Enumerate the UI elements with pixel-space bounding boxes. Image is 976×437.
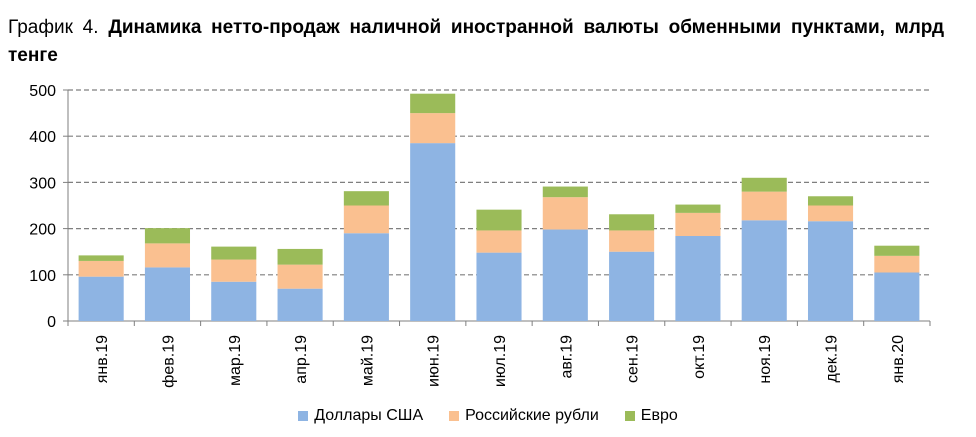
legend-swatch bbox=[449, 411, 460, 421]
bar-rub bbox=[78, 260, 124, 277]
y-tick-label: 500 bbox=[29, 83, 56, 100]
chart-title: График 4. Динамика нетто-продаж наличной… bbox=[8, 14, 944, 70]
x-tick-label: дек.19 bbox=[824, 335, 841, 383]
bar-usd bbox=[211, 281, 257, 321]
legend-item: Доллары США bbox=[298, 407, 423, 425]
bar-rub bbox=[476, 230, 522, 253]
x-tick-label: мар.19 bbox=[227, 335, 244, 386]
bar-eur bbox=[675, 204, 721, 213]
y-tick-label: 200 bbox=[29, 222, 56, 239]
legend-swatch bbox=[298, 411, 309, 421]
x-tick-label: фев.19 bbox=[160, 335, 177, 388]
bar-eur bbox=[144, 228, 191, 244]
bar-eur bbox=[609, 214, 655, 231]
bar-rub bbox=[144, 243, 191, 268]
bar-eur bbox=[807, 196, 854, 206]
chart-legend: Доллары США Российские рубли Евро bbox=[0, 407, 976, 425]
bar-rub bbox=[211, 259, 257, 282]
legend-label: Евро bbox=[640, 407, 678, 424]
y-tick-label: 0 bbox=[47, 314, 56, 331]
bar-usd bbox=[277, 288, 323, 321]
bar-eur bbox=[343, 191, 389, 206]
bar-usd bbox=[476, 252, 522, 321]
bar-rub bbox=[542, 197, 588, 230]
bar-rub bbox=[807, 205, 854, 222]
bar-rub bbox=[874, 255, 920, 273]
bar-usd bbox=[807, 221, 854, 321]
x-tick-label: ноя.19 bbox=[757, 335, 774, 384]
bar-eur bbox=[277, 248, 323, 265]
bar-eur bbox=[542, 186, 588, 198]
bar-rub bbox=[410, 113, 456, 144]
bar-usd bbox=[675, 235, 721, 321]
bar-rub bbox=[277, 264, 323, 289]
bar-eur bbox=[211, 246, 257, 260]
y-tick-label: 300 bbox=[29, 175, 56, 192]
bar-rub bbox=[343, 205, 389, 234]
bar-usd bbox=[78, 276, 124, 321]
bar-rub bbox=[741, 191, 787, 221]
legend-item: Евро bbox=[624, 407, 678, 425]
x-tick-label: янв.19 bbox=[94, 335, 111, 383]
bar-eur bbox=[410, 93, 456, 114]
chart-title-main: Динамика нетто-продаж наличной иностранн… bbox=[8, 17, 944, 66]
chart-title-lead: График 4. bbox=[8, 17, 99, 38]
bar-eur bbox=[874, 245, 920, 256]
x-tick-label: сен.19 bbox=[625, 335, 642, 383]
x-tick-label: окт.19 bbox=[691, 335, 708, 379]
bar-eur bbox=[476, 209, 522, 231]
x-tick-label: май.19 bbox=[359, 335, 376, 386]
legend-swatch bbox=[624, 411, 635, 421]
bar-rub bbox=[675, 212, 721, 236]
bar-eur bbox=[741, 177, 787, 192]
x-tick-label: апр.19 bbox=[293, 335, 310, 384]
bar-usd bbox=[609, 251, 655, 321]
bar-usd bbox=[410, 143, 456, 321]
bar-usd bbox=[741, 220, 787, 321]
bar-usd bbox=[144, 267, 191, 321]
bar-usd bbox=[874, 272, 920, 321]
legend-label: Российские рубли bbox=[465, 407, 599, 424]
bar-usd bbox=[542, 229, 588, 321]
bar-rub bbox=[609, 230, 655, 252]
x-tick-label: авг.19 bbox=[558, 335, 575, 379]
legend-item: Российские рубли bbox=[449, 407, 599, 425]
bar-eur bbox=[78, 255, 124, 261]
x-tick-label: июл.19 bbox=[492, 335, 509, 387]
legend-label: Доллары США bbox=[314, 407, 424, 424]
y-tick-label: 100 bbox=[29, 268, 56, 285]
x-tick-label: янв.20 bbox=[890, 335, 907, 383]
x-tick-label: июн.19 bbox=[426, 335, 443, 387]
bar-usd bbox=[343, 233, 389, 321]
y-tick-label: 400 bbox=[29, 129, 56, 146]
